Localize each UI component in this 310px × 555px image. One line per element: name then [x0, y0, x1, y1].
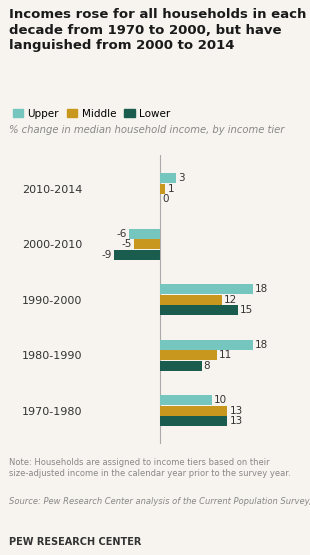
- Bar: [160, 416, 227, 426]
- Text: 15: 15: [240, 305, 253, 315]
- Text: PEW RESEARCH CENTER: PEW RESEARCH CENTER: [9, 537, 142, 547]
- Text: Incomes rose for all households in each
decade from 1970 to 2000, but have
langu: Incomes rose for all households in each …: [9, 8, 307, 52]
- Text: 11: 11: [219, 350, 232, 360]
- Legend: Upper, Middle, Lower: Upper, Middle, Lower: [13, 109, 170, 119]
- Bar: [160, 295, 222, 305]
- Text: 10: 10: [214, 395, 227, 405]
- Bar: [160, 406, 227, 416]
- Bar: [160, 350, 217, 360]
- Bar: [160, 395, 212, 405]
- Bar: [160, 184, 165, 194]
- Bar: [134, 239, 160, 249]
- Text: 18: 18: [255, 340, 268, 350]
- Text: 18: 18: [255, 284, 268, 294]
- Bar: [160, 284, 253, 294]
- Text: 0: 0: [162, 194, 169, 204]
- Bar: [114, 250, 160, 260]
- Text: 8: 8: [204, 361, 210, 371]
- Bar: [160, 173, 176, 183]
- Bar: [129, 229, 160, 239]
- Text: -6: -6: [117, 229, 127, 239]
- Text: -9: -9: [101, 250, 112, 260]
- Bar: [160, 340, 253, 350]
- Text: % change in median household income, by income tier: % change in median household income, by …: [9, 125, 285, 135]
- Bar: [160, 361, 202, 371]
- Text: 13: 13: [229, 406, 243, 416]
- Text: -5: -5: [122, 239, 132, 249]
- Text: Note: Households are assigned to income tiers based on their size-adjusted incom: Note: Households are assigned to income …: [9, 458, 291, 478]
- Text: 13: 13: [229, 416, 243, 426]
- Text: Source: Pew Research Center analysis of the Current Population Survey, Annual So: Source: Pew Research Center analysis of …: [9, 497, 310, 506]
- Text: 1: 1: [167, 184, 174, 194]
- Text: 3: 3: [178, 173, 184, 183]
- Text: 12: 12: [224, 295, 237, 305]
- Bar: [160, 305, 238, 315]
